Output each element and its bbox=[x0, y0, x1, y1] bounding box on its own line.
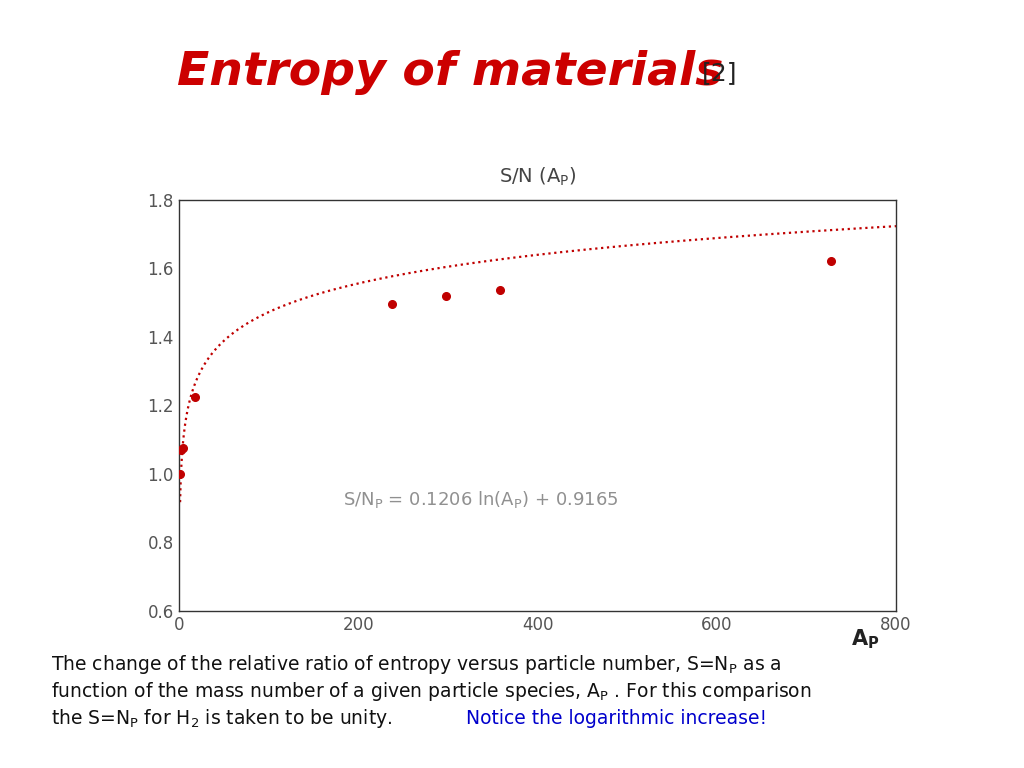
Text: S/N (A$_\mathrm{P}$): S/N (A$_\mathrm{P}$) bbox=[499, 166, 577, 188]
Text: the S=N$_\mathrm{P}$ for H$_2$ is taken to be unity.: the S=N$_\mathrm{P}$ for H$_2$ is taken … bbox=[51, 707, 392, 730]
Text: [2]: [2] bbox=[701, 61, 737, 85]
Text: Notice the logarithmic increase!: Notice the logarithmic increase! bbox=[466, 709, 767, 727]
Text: Entropy of materials: Entropy of materials bbox=[177, 51, 724, 95]
Text: S/N$_\mathrm{P}$ = 0.1206 ln(A$_\mathrm{P}$) + 0.9165: S/N$_\mathrm{P}$ = 0.1206 ln(A$_\mathrm{… bbox=[343, 489, 617, 510]
Text: The change of the relative ratio of entropy versus particle number, S=N$_\mathrm: The change of the relative ratio of entr… bbox=[51, 653, 781, 676]
Text: $\mathbf{A_P}$: $\mathbf{A_P}$ bbox=[851, 627, 880, 650]
Text: function of the mass number of a given particle species, A$_\mathrm{P}$ . For th: function of the mass number of a given p… bbox=[51, 680, 812, 703]
